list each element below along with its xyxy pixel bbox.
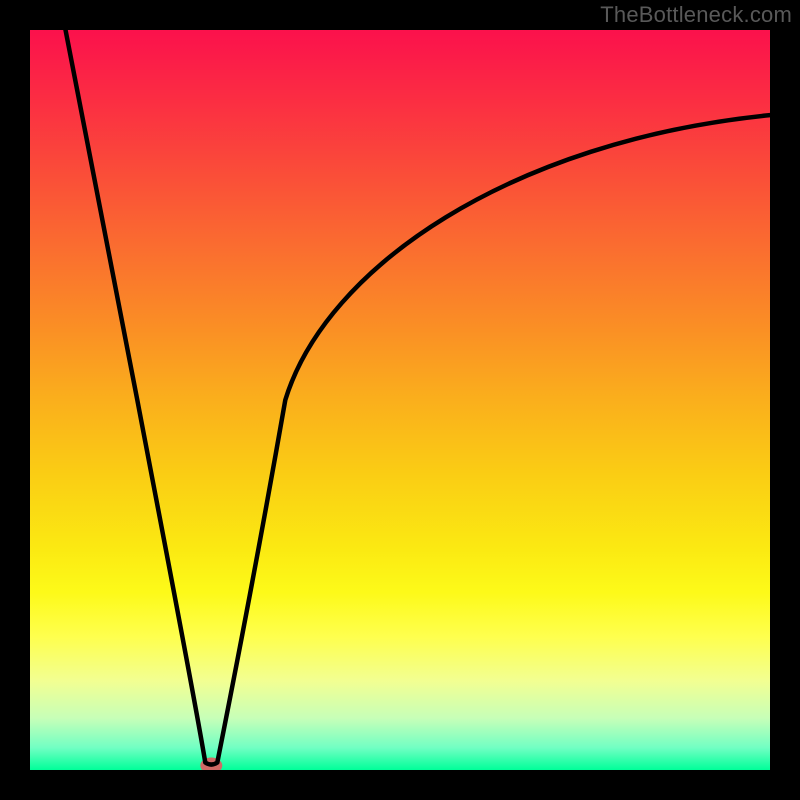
chart-svg [0,0,800,800]
gradient-background [30,30,770,770]
watermark-text: TheBottleneck.com [600,2,792,28]
bottleneck-chart: TheBottleneck.com [0,0,800,800]
